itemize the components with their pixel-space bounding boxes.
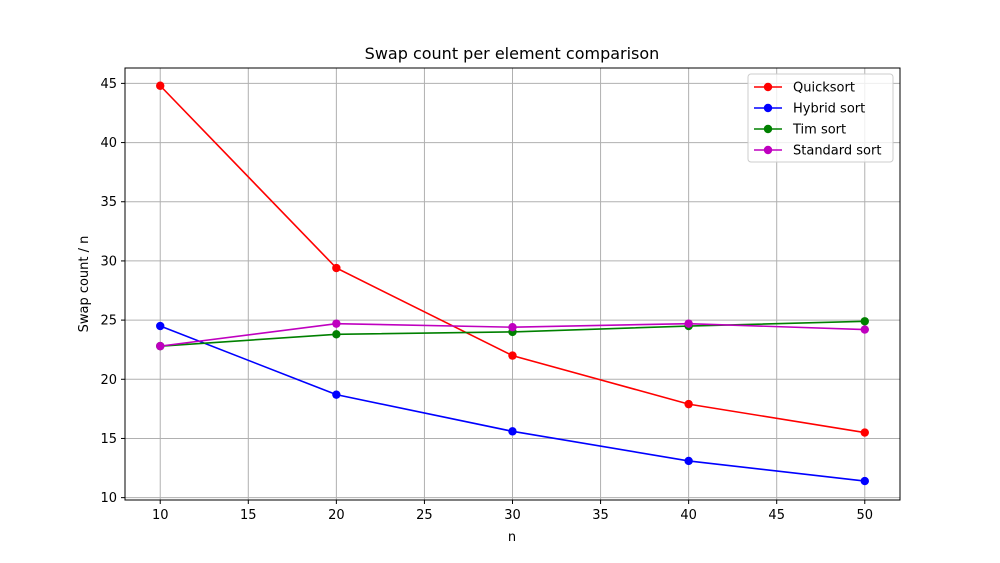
data-point: [156, 81, 165, 90]
legend-entry: Quicksort: [754, 81, 855, 96]
y-tick-label: 10: [100, 491, 117, 506]
y-tick-label: 25: [100, 314, 117, 329]
series-hybrid-sort: [156, 321, 869, 486]
x-axis-label: n: [508, 530, 516, 545]
legend-label: Standard sort: [793, 144, 881, 159]
data-point: [860, 317, 869, 326]
legend-box: [747, 73, 894, 163]
y-tick-label: 35: [100, 195, 117, 210]
data-point: [332, 319, 341, 328]
ticks: 10 15 20 25 30 35 40 45 50 10 15 20 25 30 35 40 45: [100, 77, 873, 523]
x-tick-label: 10: [152, 508, 169, 523]
data-point: [684, 456, 693, 466]
x-tick-label: 35: [592, 508, 609, 523]
data-point: [684, 399, 693, 409]
y-tick-label: 30: [100, 254, 117, 269]
legend-marker: [763, 124, 773, 134]
y-tick-label: 15: [100, 432, 117, 447]
data-point: [508, 323, 517, 332]
data-point: [860, 428, 869, 437]
x-tick-label: 20: [328, 508, 345, 523]
legend-label: Quicksort: [793, 81, 855, 96]
legend-marker: [763, 145, 773, 155]
legend-entry: Tim sort: [754, 123, 846, 138]
data-point: [332, 390, 341, 399]
data-point: [332, 330, 341, 339]
data-point: [860, 476, 869, 486]
series-quicksort: [156, 81, 869, 437]
y-tick-label: 20: [100, 373, 117, 388]
legend: Quicksort Hybrid sort Tim sort Standard sor…: [747, 73, 894, 163]
data-point: [332, 263, 341, 273]
x-tick-label: 50: [856, 508, 873, 523]
x-tick-label: 30: [504, 508, 521, 523]
x-tick-label: 25: [416, 508, 433, 523]
y-axis-label: Swap count / n: [77, 236, 92, 333]
y-tick-label: 40: [100, 136, 117, 151]
data-point: [860, 325, 869, 334]
x-tick-label: 40: [680, 508, 697, 523]
data-point: [508, 351, 517, 360]
chart-title: Swap count per element comparison: [365, 44, 660, 63]
legend-marker: [763, 103, 773, 113]
legend-label: Hybrid sort: [793, 102, 865, 117]
series-layer: [156, 81, 869, 486]
legend-entry: Hybrid sort: [754, 102, 865, 117]
y-tick-label: 45: [100, 77, 117, 92]
data-point: [156, 321, 165, 331]
legend-label: Tim sort: [792, 123, 846, 138]
x-tick-label: 45: [768, 508, 785, 523]
data-point: [508, 427, 517, 436]
legend-marker: [763, 82, 773, 92]
data-point: [156, 341, 165, 351]
x-tick-label: 15: [240, 508, 257, 523]
legend-entry: Standard sort: [754, 144, 881, 159]
data-point: [684, 319, 693, 328]
series-standard-sort: [156, 319, 869, 351]
